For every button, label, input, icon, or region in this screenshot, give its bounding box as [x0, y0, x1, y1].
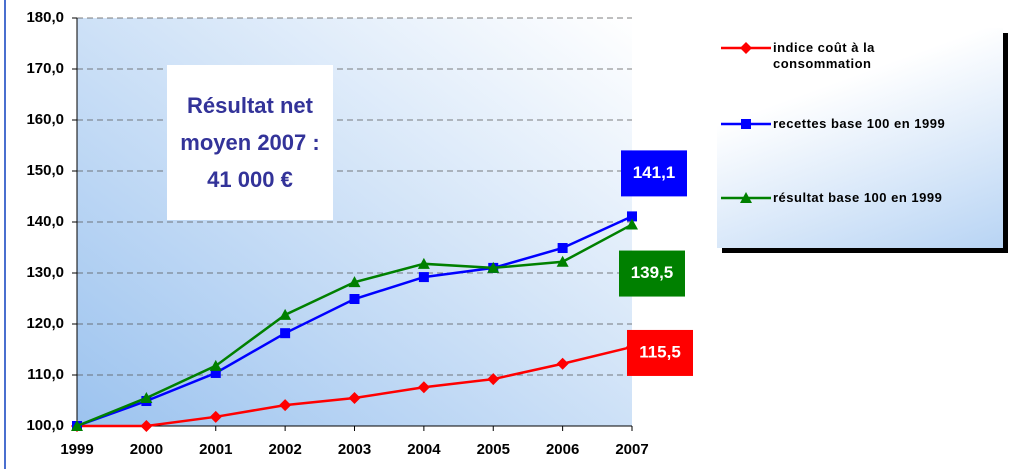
- marker: [279, 308, 292, 320]
- value-label-box: [619, 250, 685, 297]
- marker: [140, 391, 153, 403]
- marker: [417, 381, 430, 394]
- marker: [417, 257, 430, 269]
- x-tick-label: 2000: [130, 441, 163, 458]
- legend-label: indice coût à la consommation: [773, 40, 875, 71]
- marker: [557, 243, 568, 254]
- marker: [209, 410, 222, 423]
- legend-swatch: [721, 42, 771, 54]
- legend-swatch: [721, 119, 771, 129]
- annotation-line: moyen 2007 :: [180, 130, 320, 155]
- y-tick-label: 100,0: [26, 417, 64, 434]
- x-tick-label: 2007: [615, 441, 648, 458]
- value-label-box: [627, 329, 693, 376]
- marker: [741, 119, 751, 129]
- x-tick-label: 1999: [60, 441, 93, 458]
- marker: [348, 391, 361, 404]
- marker: [348, 276, 361, 288]
- marker: [556, 357, 569, 370]
- x-tick-label: 2001: [199, 441, 232, 458]
- y-tick-label: 170,0: [26, 60, 64, 77]
- marker: [487, 373, 500, 386]
- x-tick-label: 2003: [338, 441, 371, 458]
- marker: [740, 192, 752, 203]
- marker: [349, 294, 360, 305]
- marker: [209, 359, 222, 371]
- marker: [487, 261, 500, 273]
- x-tick-label: 2004: [407, 441, 441, 458]
- value-label-box: [621, 150, 687, 197]
- legend-label: recettes base 100 en 1999: [773, 116, 946, 131]
- value-label: 141,1: [633, 163, 676, 182]
- marker: [210, 367, 221, 378]
- legend-entry: recettes base 100 en 1999: [717, 116, 973, 132]
- y-tick-label: 140,0: [26, 213, 64, 230]
- legend-entry: indice coût à la consommation: [717, 40, 973, 72]
- marker: [280, 328, 291, 339]
- legend-label: résultat base 100 en 1999: [773, 190, 943, 205]
- x-tick-label: 2002: [268, 441, 301, 458]
- annotation-line: 41 000 €: [207, 167, 293, 192]
- marker: [740, 42, 752, 54]
- legend-entry: résultat base 100 en 1999: [717, 190, 973, 206]
- y-tick-label: 150,0: [26, 162, 64, 179]
- marker: [71, 420, 83, 431]
- marker: [279, 399, 292, 412]
- y-tick-label: 120,0: [26, 315, 64, 332]
- marker: [418, 272, 429, 283]
- y-tick-label: 160,0: [26, 111, 64, 128]
- value-label: 139,5: [631, 263, 674, 282]
- x-tick-label: 2005: [477, 441, 510, 458]
- marker: [140, 420, 153, 432]
- marker: [556, 255, 569, 267]
- annotation-line: Résultat net: [187, 93, 313, 118]
- marker: [627, 211, 637, 222]
- y-tick-label: 110,0: [27, 366, 64, 383]
- x-tick-label: 2006: [546, 441, 579, 458]
- annotation-box: Résultat net moyen 2007 : 41 000 €: [167, 65, 333, 220]
- legend: indice coût à la consommation recettes ba…: [717, 28, 1003, 248]
- marker: [626, 218, 638, 230]
- y-tick-label: 130,0: [26, 264, 64, 281]
- legend-swatch: [721, 192, 771, 203]
- y-tick-label: 180,0: [26, 9, 64, 26]
- value-label: 115,5: [639, 342, 681, 361]
